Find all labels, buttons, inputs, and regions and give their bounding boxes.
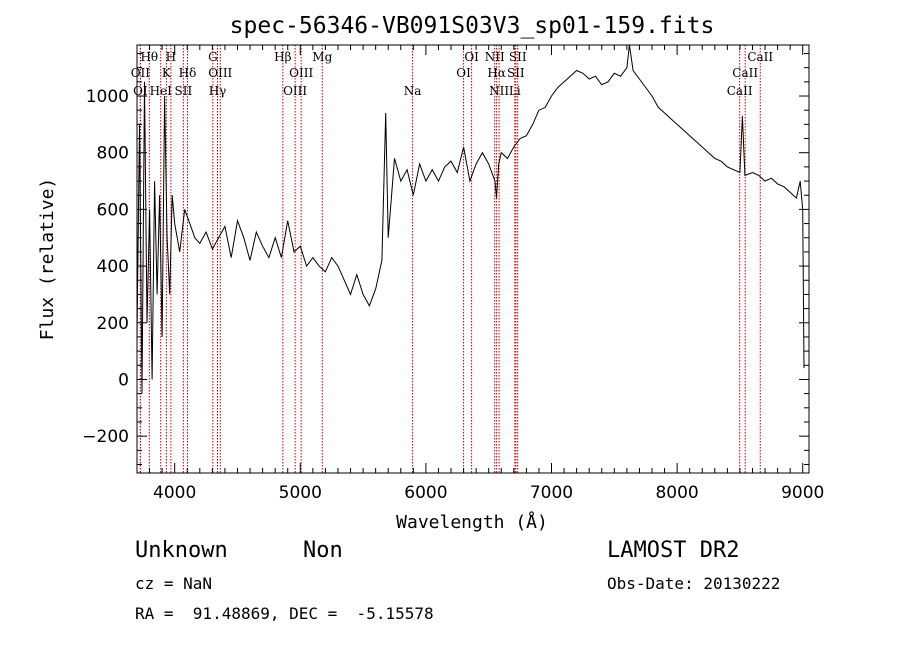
spectral-line-label: Hβ: [274, 50, 291, 64]
y-tick-label: 600: [97, 200, 129, 220]
spectral-line-label: Hθ: [140, 50, 158, 64]
x-tick-label: 4000: [153, 483, 196, 503]
subclass-label: Non: [303, 538, 343, 563]
spectral-line-label: Hδ: [179, 66, 197, 80]
spectral-line-label: OII: [131, 66, 151, 80]
spectral-line-labels: Hθ OII OI HK HeI Hδ SII G OIII Hγ Hβ OIII OIII Mg Na OI…: [131, 50, 774, 98]
redshift-text: cz = NaN: [135, 574, 213, 593]
spectral-line-label: Hα: [487, 66, 506, 80]
spectral-line-markers: [139, 45, 761, 473]
y-tick-label: 200: [97, 314, 129, 334]
spectral-line-label: NII: [489, 84, 509, 98]
classification-label: Unknown: [135, 538, 228, 563]
spectral-line-label: SII: [174, 84, 192, 98]
y-tick-label: 400: [97, 257, 129, 277]
y-axis-label: Flux (relative): [37, 178, 58, 341]
spectral-line-label: H: [166, 50, 176, 64]
spectral-line-label: OIII: [208, 66, 232, 80]
spectral-line-label: CaII: [732, 66, 758, 80]
spectral-line-label: CaII: [727, 84, 753, 98]
spectral-line-label: NII: [485, 50, 505, 64]
chart-title: spec-56346-VB091S03V3_sp01-159.fits: [230, 13, 715, 39]
spectral-line-label: OI: [456, 66, 471, 80]
x-tick-label: 9000: [781, 483, 824, 503]
y-axis: −200 0 200 400 600 800 1000: [82, 53, 809, 465]
spectral-line-label: Hγ: [209, 84, 227, 98]
spectral-line-label: G: [208, 50, 218, 64]
spectral-line-label: Li: [509, 84, 521, 98]
y-tick-label: 1000: [86, 87, 129, 107]
spectral-line-label: SII: [507, 66, 525, 80]
spectral-line-label: SII: [509, 50, 527, 64]
x-tick-label: 5000: [279, 483, 322, 503]
spectral-line-label: HeI: [150, 84, 173, 98]
y-tick-label: −200: [82, 427, 129, 447]
y-tick-label: 0: [118, 370, 129, 390]
x-tick-label: 8000: [655, 483, 698, 503]
spectral-line-label: Mg: [312, 50, 332, 64]
spectral-line-label: OIII: [289, 66, 313, 80]
x-tick-label: 6000: [404, 483, 447, 503]
spectral-line-label: OI: [464, 50, 479, 64]
x-axis-label: Wavelength (Å): [396, 511, 548, 533]
survey-label: LAMOST DR2: [607, 538, 740, 563]
obs-date-text: Obs-Date: 20130222: [607, 574, 781, 593]
spectral-line-label: CaII: [747, 50, 773, 64]
spectral-line-label: Na: [404, 84, 422, 98]
spectral-line-label: OIII: [283, 84, 307, 98]
plot-frame: [136, 44, 810, 474]
spectral-line-label: K: [162, 66, 172, 80]
spectrum-line: [136, 44, 805, 394]
x-tick-label: 7000: [530, 483, 573, 503]
coordinates-text: RA = 91.48869, DEC = -5.15578: [135, 604, 434, 623]
y-tick-label: 800: [97, 144, 129, 164]
x-axis: 4000 5000 6000 7000 8000 9000: [136, 45, 824, 503]
